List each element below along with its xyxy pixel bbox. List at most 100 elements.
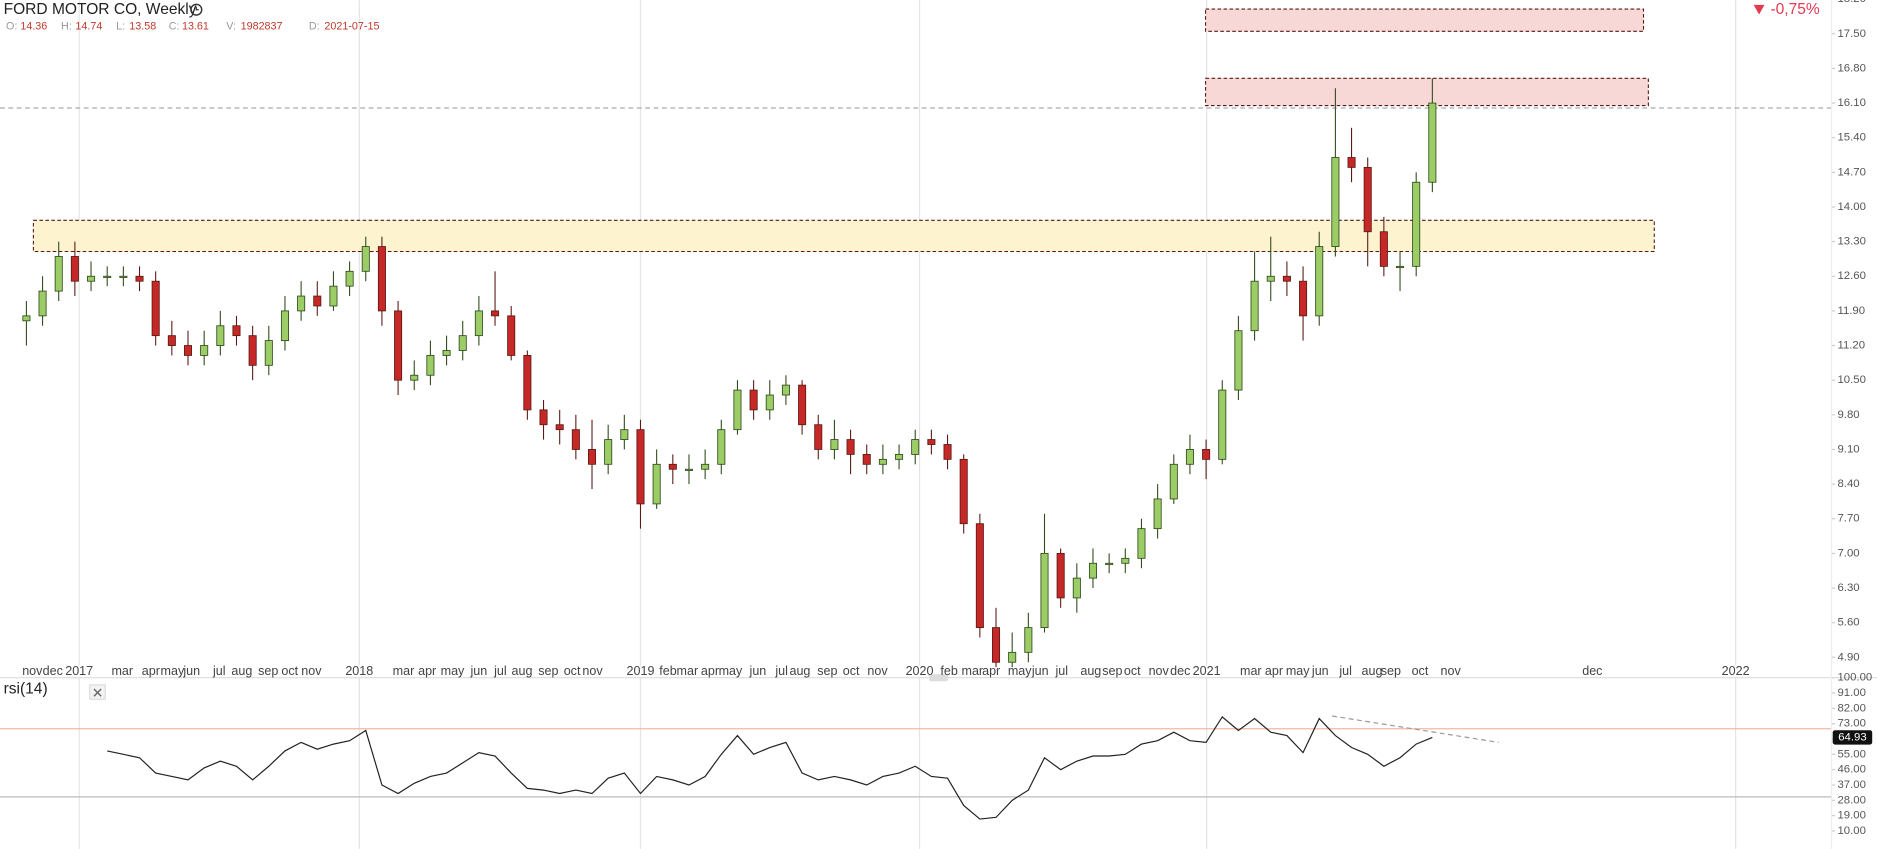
rsi-y-tick-label: 10.00 (1837, 825, 1865, 837)
y-tick-label: 16.10 (1837, 97, 1865, 109)
x-tick-label: mar (962, 664, 984, 678)
candle-body (491, 310, 500, 317)
candle-body (636, 429, 645, 505)
candle-body (1234, 330, 1243, 391)
candle-body (1169, 463, 1178, 500)
y-tick-label: 13.30 (1837, 236, 1865, 248)
x-tick-label: may (1008, 664, 1032, 678)
ohlc-key: D: (309, 20, 320, 32)
y-tick-label: 10.50 (1837, 374, 1865, 386)
candle-body (862, 453, 871, 465)
rsi-value-badge (1832, 730, 1873, 745)
y-tick-label: 9.80 (1837, 409, 1859, 421)
x-tick-label: jul (1054, 664, 1068, 678)
x-tick-label: sep (538, 664, 558, 678)
rsi-line (107, 715, 1433, 820)
x-tick-label: mar (677, 664, 699, 678)
y-tick-label: 16.80 (1837, 62, 1865, 74)
x-tick-label: aug (512, 664, 533, 678)
rsi-value-label: 64.93 (1838, 731, 1866, 743)
x-tick-label: aug (1080, 664, 1101, 678)
x-tick-label: jul (1338, 664, 1352, 678)
grid-layer (78, 0, 1836, 849)
x-tick-label: oct (281, 664, 298, 678)
candle-body (361, 246, 370, 272)
y-tick-label: 12.60 (1837, 270, 1865, 282)
candle-body (814, 424, 823, 450)
x-tick-label: dec (1170, 664, 1190, 678)
panel-resize-handle[interactable] (928, 674, 949, 682)
candle-body (1121, 557, 1130, 564)
x-tick-label: oct (1412, 664, 1429, 678)
x-tick-label: may (1286, 664, 1310, 678)
candle-body (410, 374, 419, 381)
candle-body (781, 384, 790, 396)
candle-body (38, 290, 47, 317)
x-tick-label: apr (418, 664, 436, 678)
candle-body (183, 345, 193, 356)
rsi-y-tick-label: 28.00 (1837, 794, 1865, 806)
candle-body (200, 345, 209, 356)
candle-body (248, 335, 257, 366)
x-tick-label: nov (22, 664, 43, 678)
candle-body (394, 310, 403, 381)
ohlc-key: H: (61, 20, 72, 32)
clock-icon (190, 3, 203, 16)
candle-body (895, 453, 904, 460)
ohlc-value: 14.36 (20, 20, 47, 32)
x-tick-label: 2021 (1193, 664, 1221, 678)
candle-body (749, 389, 758, 411)
y-tick-label: 6.30 (1837, 582, 1859, 594)
x-tick-label: aug (231, 664, 252, 678)
marks-layer (0, 78, 1832, 820)
ohlc-value: 2021-07-15 (324, 20, 379, 32)
candle-body (1412, 181, 1421, 267)
resistance-zone (32, 219, 1655, 253)
candle-body (943, 444, 952, 460)
x-tick-label: jun (182, 664, 200, 678)
candle-body (684, 468, 693, 471)
x-tick-label: mar (393, 664, 415, 678)
candle-body (313, 295, 322, 307)
close-icon[interactable] (93, 688, 102, 697)
candle-body (652, 463, 661, 505)
candle-body (1282, 275, 1291, 282)
candle-body (1315, 246, 1324, 317)
indicator-title: rsi(14) (4, 681, 48, 698)
candle-body (1105, 562, 1114, 565)
ohlc-key: C: (169, 20, 180, 32)
text-layer: FORD MOTOR CO, Weekly -0,75% rsi(14) O: 1… (4, 0, 1873, 837)
candle-body (1347, 157, 1356, 168)
y-tick-label: 4.90 (1837, 651, 1859, 663)
x-tick-label: aug (1362, 664, 1383, 678)
x-tick-label: may (441, 664, 465, 678)
x-tick-label: jul (212, 664, 226, 678)
x-tick-label: sep (817, 664, 837, 678)
rsi-y-tick-label: 91.00 (1837, 687, 1865, 699)
rsi-trendline (1332, 715, 1499, 743)
candle-body (1056, 552, 1065, 599)
y-tick-label: 17.50 (1837, 28, 1865, 40)
ohlc-value: 1982837 (241, 20, 283, 32)
candle-body (216, 325, 225, 346)
x-tick-label: feb (940, 664, 957, 678)
candle-body (442, 350, 451, 356)
candle-body (830, 439, 839, 450)
x-tick-label: 2018 (345, 664, 373, 678)
rsi-y-tick-label: 82.00 (1837, 702, 1865, 714)
candle-body (1202, 449, 1211, 460)
ohlc-key: L: (116, 20, 125, 32)
ohlc-key: V: (226, 20, 236, 32)
candle-body (1266, 275, 1275, 282)
ohlc-value: 13.58 (129, 20, 156, 32)
candle-body (280, 310, 289, 342)
rsi-y-tick-label: 19.00 (1837, 810, 1865, 822)
candle-body (1008, 651, 1017, 663)
candle-body (119, 275, 128, 278)
y-tick-label: 18.20 (1837, 0, 1865, 5)
candle-body (151, 280, 160, 337)
candle-body (54, 256, 63, 292)
y-tick-label: 8.40 (1837, 478, 1859, 490)
